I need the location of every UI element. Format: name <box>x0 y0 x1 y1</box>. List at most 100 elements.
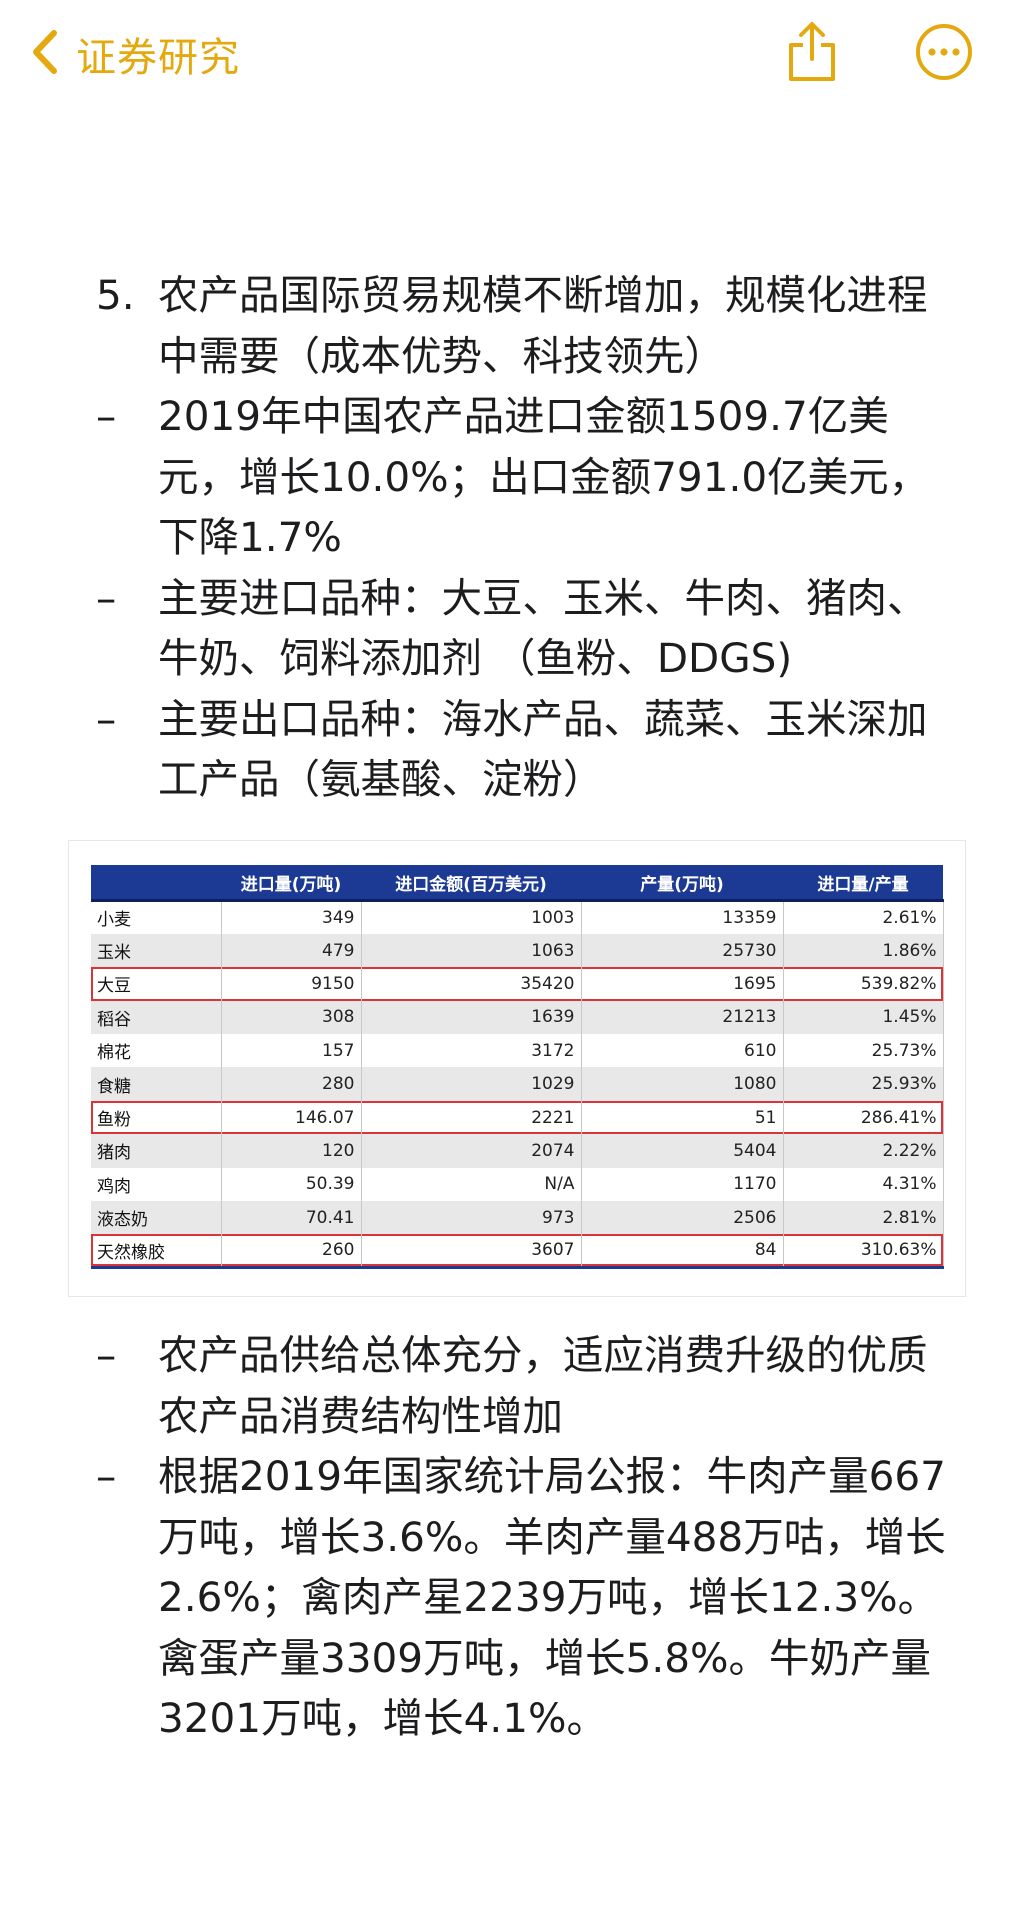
table-cell: 13359 <box>581 900 784 934</box>
list-marker: – <box>96 573 117 622</box>
table-cell: 1.45% <box>783 1000 944 1035</box>
column-header: 产量(万吨) <box>581 865 783 902</box>
share-button[interactable] <box>780 20 844 88</box>
table-cell: 70.41 <box>221 1201 362 1235</box>
table-row: 棉花 157 3172 610 25.73% <box>91 1034 944 1068</box>
table-cell: 3172 <box>361 1034 582 1068</box>
table-cell: 5404 <box>581 1134 784 1168</box>
bullet-text: 主要进口品种：大豆、玉米、牛肉、猪肉、牛奶、饲料添加剂 （鱼粉、DDGS) <box>158 573 928 683</box>
row-label: 天然橡胶 <box>91 1234 222 1270</box>
row-label: 猪肉 <box>91 1134 222 1168</box>
table-cell: N/A <box>361 1167 582 1202</box>
table-cell: 35420 <box>361 967 582 1001</box>
table-cell: 4.31% <box>783 1167 944 1202</box>
table-cell: 25730 <box>581 933 784 968</box>
row-label: 鸡肉 <box>91 1167 222 1202</box>
table-cell: 157 <box>221 1034 362 1068</box>
list-marker: 5. <box>96 271 135 319</box>
table-cell: 2506 <box>581 1201 784 1235</box>
bullet-text: 农产品供给总体充分，适应消费升级的优质农产品消费结构性增加 <box>158 1331 928 1440</box>
table-image[interactable]: 进口量(万吨) 进口金额(百万美元) 产量(万吨) 进口量/产量 小麦 349 10… <box>68 840 966 1297</box>
table-cell: 2.61% <box>783 900 944 934</box>
note-heading: 5. 农产品国际贸易规模不断增加，规模化进程中需要（成本优势、科技领先） <box>96 265 956 386</box>
table-header-row: 进口量(万吨) 进口金额(百万美元) 产量(万吨) 进口量/产量 <box>91 865 943 902</box>
row-label: 鱼粉 <box>91 1100 222 1135</box>
table-row: 鸡肉 50.39 N/A 1170 4.31% <box>91 1167 944 1202</box>
row-label: 稻谷 <box>91 1000 222 1035</box>
column-header: 进口金额(百万美元) <box>361 865 581 902</box>
note-body-top: 5. 农产品国际贸易规模不断增加，规模化进程中需要（成本优势、科技领先） – 2… <box>96 265 956 810</box>
bullet-text: 主要出口品种：海水产品、蔬菜、玉米深加工产品（氨基酸、淀粉） <box>158 694 928 804</box>
table-cell: 1029 <box>361 1067 582 1101</box>
list-marker: – <box>96 392 117 440</box>
table-cell: 286.41% <box>783 1100 944 1135</box>
table-cell: 2.81% <box>783 1201 944 1235</box>
table-cell: 349 <box>221 900 362 934</box>
back-label: 证券研究 <box>76 35 240 81</box>
table-cell: 1080 <box>581 1067 784 1101</box>
table-cell: 1003 <box>361 900 582 934</box>
bullet-text: 根据2019年国家统计局公报：牛肉产量667万吨，增长3.6%。羊肉产量488万… <box>158 1452 946 1742</box>
row-label: 食糖 <box>91 1067 222 1101</box>
list-marker: – <box>96 1331 117 1379</box>
table-cell: 120 <box>221 1134 362 1168</box>
list-marker: – <box>96 694 117 743</box>
table-cell: 610 <box>581 1034 784 1068</box>
bullet-item: – 农产品供给总体充分，适应消费升级的优质农产品消费结构性增加 <box>96 1325 956 1446</box>
more-button[interactable] <box>912 20 976 88</box>
column-header: 进口量(万吨) <box>221 865 361 902</box>
table-cell: 973 <box>361 1201 582 1235</box>
table-cell: 1170 <box>581 1167 784 1202</box>
table-cell: 1063 <box>361 933 582 968</box>
note-body-bottom: – 农产品供给总体充分，适应消费升级的优质农产品消费结构性增加 – 根据2019… <box>96 1325 956 1749</box>
chevron-left-icon <box>28 27 62 81</box>
more-icon <box>914 22 974 86</box>
column-header: 进口量/产量 <box>783 865 943 902</box>
table-cell: 50.39 <box>221 1167 362 1202</box>
table-cell: 1695 <box>581 967 784 1001</box>
table-cell: 9150 <box>221 967 362 1001</box>
row-label: 大豆 <box>91 967 222 1001</box>
column-header <box>91 865 221 902</box>
row-label: 棉花 <box>91 1034 222 1068</box>
table-cell: 3607 <box>361 1234 582 1270</box>
table-cell: 539.82% <box>783 967 944 1001</box>
table-cell: 260 <box>221 1234 362 1270</box>
table-cell: 280 <box>221 1067 362 1101</box>
table-cell: 84 <box>581 1234 784 1270</box>
import-table: 进口量(万吨) 进口金额(百万美元) 产量(万吨) 进口量/产量 小麦 349 10… <box>91 865 944 1270</box>
bullet-item: – 2019年中国农产品进口金额1509.7亿美元，增长10.0%；出口金额79… <box>96 386 956 568</box>
nav-bar: 证券研究 <box>0 0 1034 110</box>
table-cell: 146.07 <box>221 1100 362 1135</box>
row-label: 液态奶 <box>91 1201 222 1235</box>
bullet-item: – 根据2019年国家统计局公报：牛肉产量667万吨，增长3.6%。羊肉产量48… <box>96 1446 956 1749</box>
table-cell: 25.73% <box>783 1034 944 1068</box>
table-row: 食糖 280 1029 1080 25.93% <box>91 1067 944 1101</box>
table-row: 小麦 349 1003 13359 2.61% <box>91 900 944 934</box>
table-cell: 310.63% <box>783 1234 944 1270</box>
table-row: 大豆 9150 35420 1695 539.82% <box>91 967 944 1001</box>
table-row: 玉米 479 1063 25730 1.86% <box>91 933 944 968</box>
table-cell: 1.86% <box>783 933 944 968</box>
back-button[interactable]: 证券研究 <box>28 24 240 84</box>
table-cell: 1639 <box>361 1000 582 1035</box>
table-cell: 25.93% <box>783 1067 944 1101</box>
table-cell: 51 <box>581 1100 784 1135</box>
table-row: 稻谷 308 1639 21213 1.45% <box>91 1000 944 1035</box>
table-row: 天然橡胶 260 3607 84 310.63% <box>91 1234 944 1270</box>
bullet-text: 2019年中国农产品进口金额1509.7亿美元，增长10.0%；出口金额791.… <box>158 392 930 561</box>
row-label: 玉米 <box>91 933 222 968</box>
table-cell: 2074 <box>361 1134 582 1168</box>
row-label: 小麦 <box>91 900 222 934</box>
table-row: 猪肉 120 2074 5404 2.22% <box>91 1134 944 1168</box>
table-row: 液态奶 70.41 973 2506 2.81% <box>91 1201 944 1235</box>
list-marker: – <box>96 1452 117 1500</box>
table-cell: 21213 <box>581 1000 784 1035</box>
table-row: 鱼粉 146.07 2221 51 286.41% <box>91 1100 944 1135</box>
table-cell: 2.22% <box>783 1134 944 1168</box>
table-cell: 308 <box>221 1000 362 1035</box>
table-cell: 2221 <box>361 1100 582 1135</box>
bullet-item: – 主要出口品种：海水产品、蔬菜、玉米深加工产品（氨基酸、淀粉） <box>96 689 956 810</box>
table-cell: 479 <box>221 933 362 968</box>
heading-text: 农产品国际贸易规模不断增加，规模化进程中需要（成本优势、科技领先） <box>158 271 928 380</box>
